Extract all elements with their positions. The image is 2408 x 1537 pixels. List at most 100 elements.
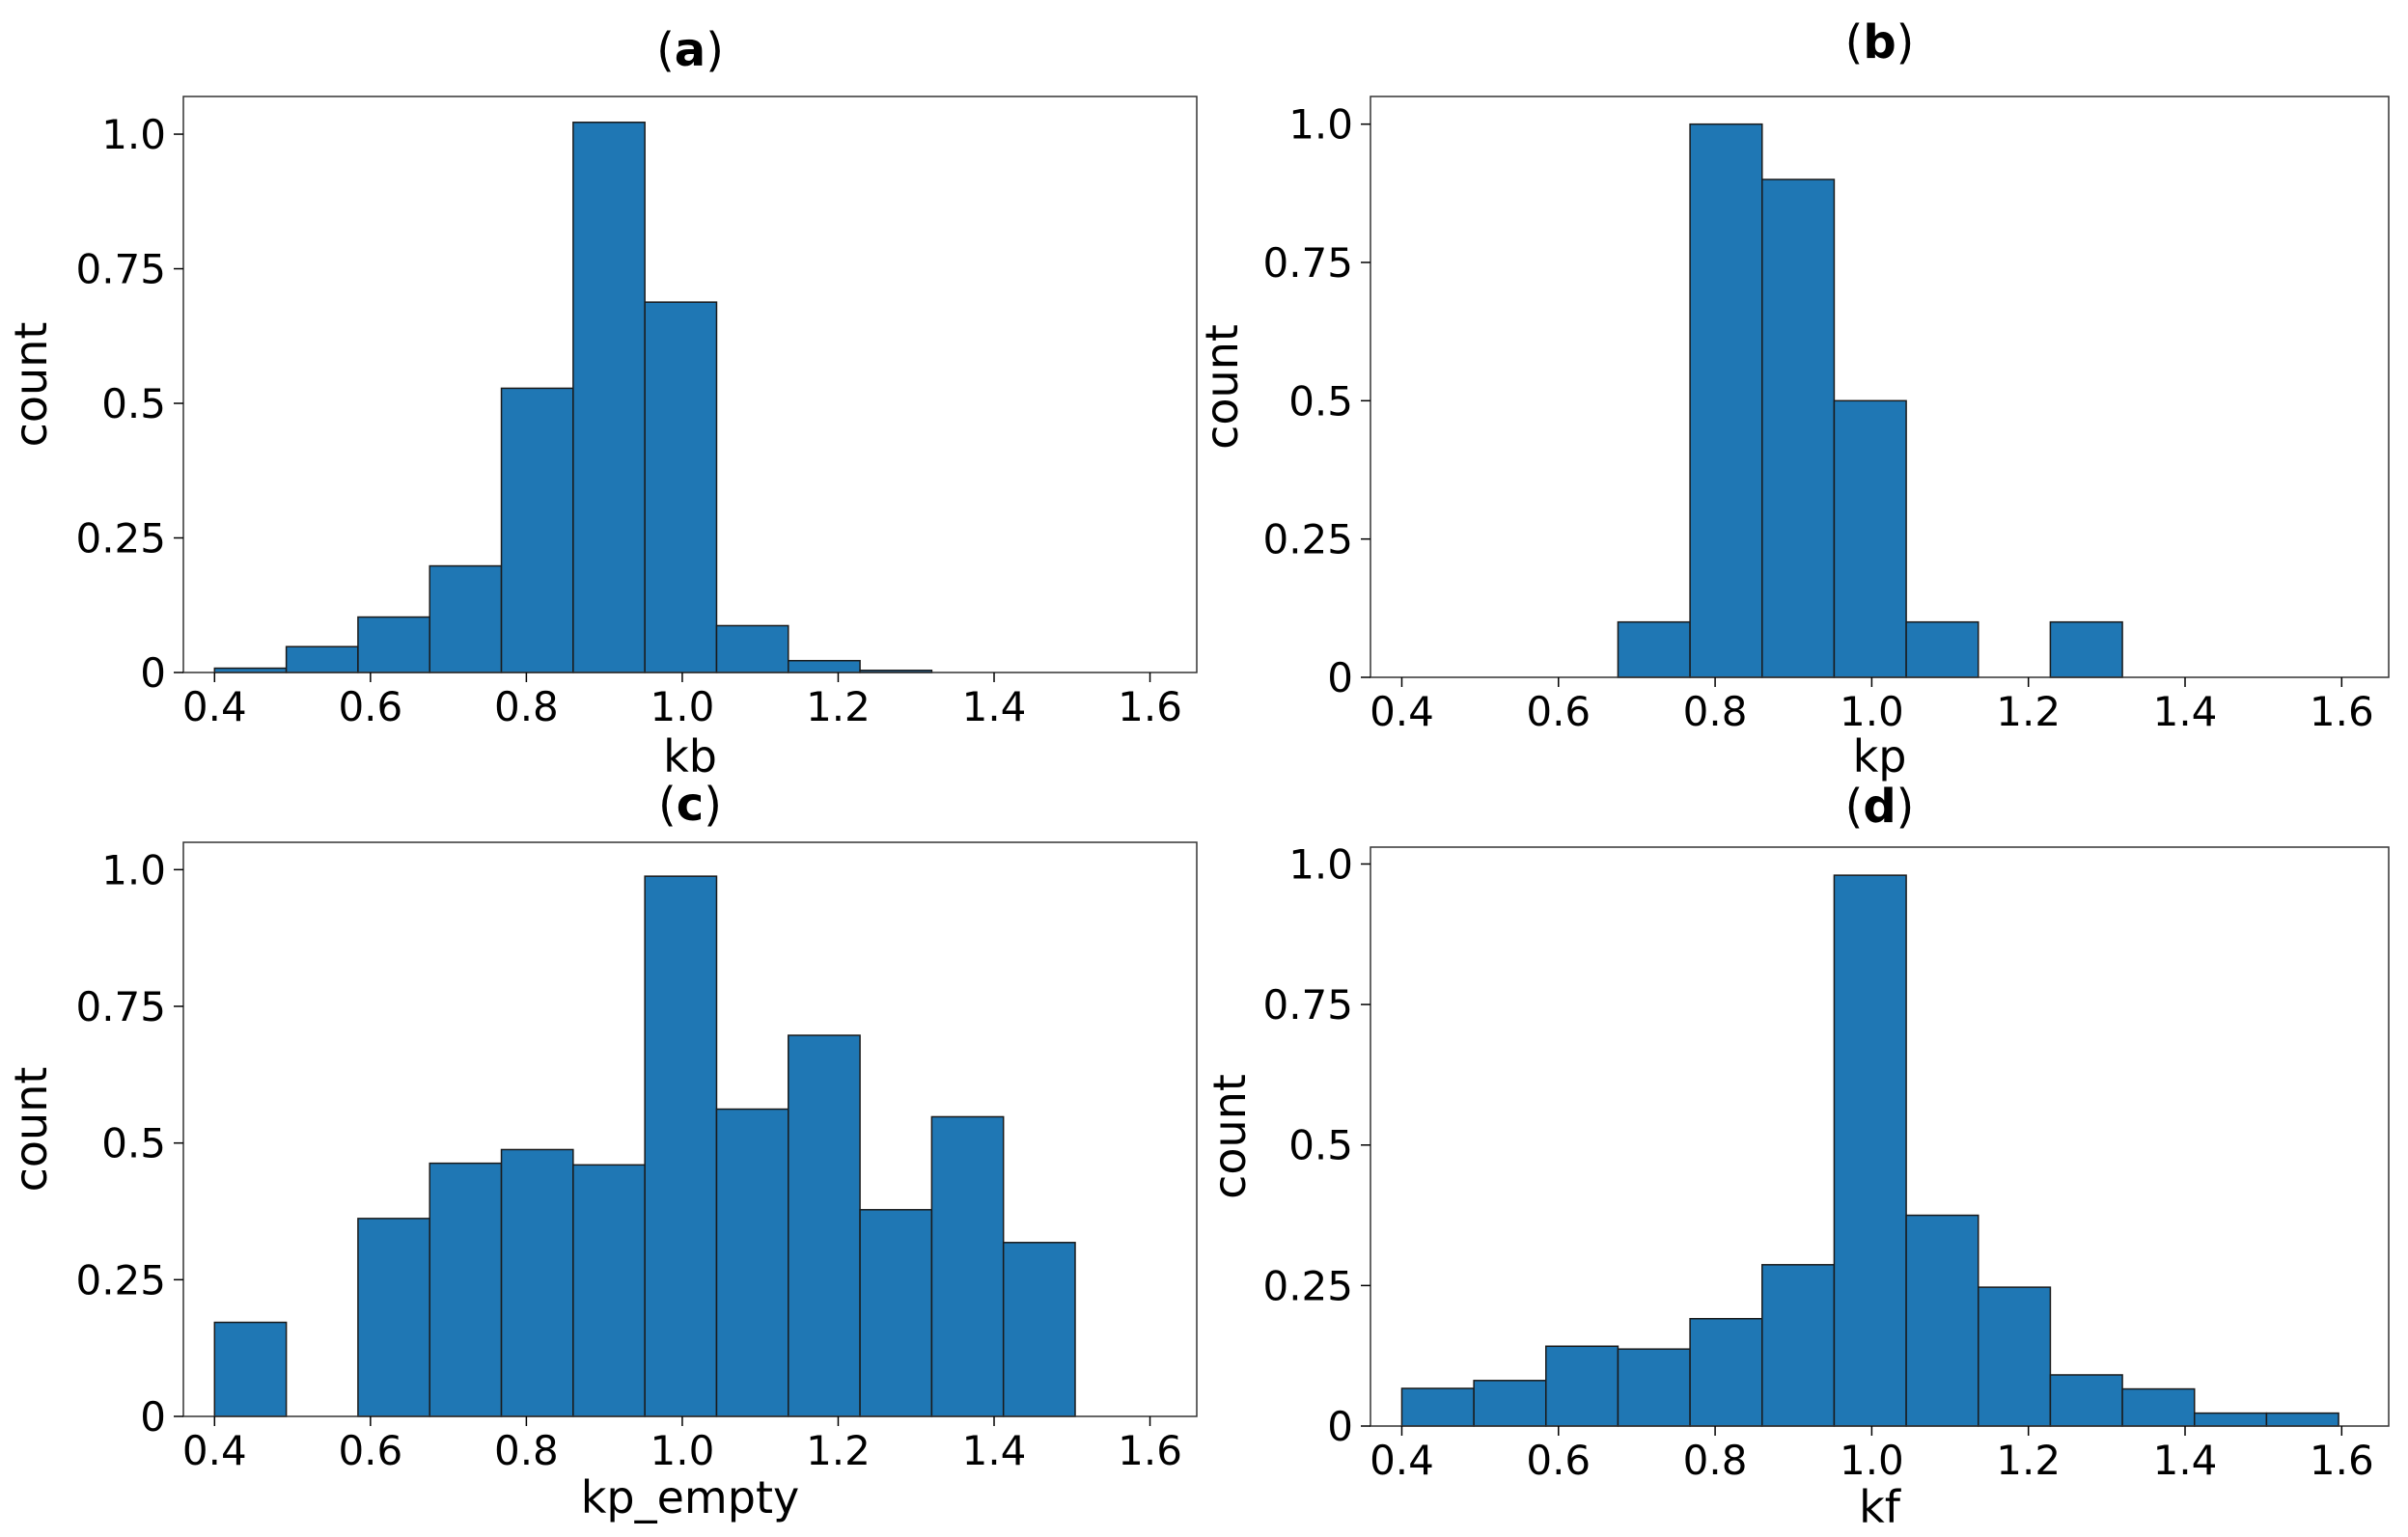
bar-d-7 (1905, 1214, 1979, 1427)
x-tick-label: 1.2 (806, 683, 871, 730)
x-tick-label: 0.6 (338, 1427, 402, 1474)
bar-d-3 (1617, 1348, 1691, 1427)
y-axis-label: count (5, 1067, 57, 1193)
y-tick-label: 1.0 (101, 846, 166, 893)
x-tick-label: 1.0 (650, 683, 715, 730)
bar-a-8 (788, 659, 861, 673)
x-tick-label: 0.6 (1526, 688, 1591, 735)
bar-c-5 (572, 1164, 646, 1417)
panel-title: (d) (1845, 780, 1915, 834)
bar-d-4 (1689, 1317, 1763, 1427)
x-axis-label: kb (663, 730, 717, 782)
x-tick-label: 0.6 (1526, 1437, 1591, 1484)
bar-a-6 (644, 301, 718, 673)
bar-c-10 (930, 1115, 1005, 1417)
y-tick-label: 0.25 (75, 515, 166, 563)
y-tick-label: 0.5 (101, 1120, 166, 1167)
panel-b: 0.4 0.6 0.8 1.0 1.2 1.4 1.600.250.50.751.0kpco… (1196, 15, 2390, 782)
x-tick-label: 1.2 (1996, 688, 2061, 735)
bar-a-7 (715, 624, 789, 673)
bar-a-2 (357, 616, 430, 673)
y-tick-label: 1.0 (1288, 101, 1353, 149)
bar-b-7 (1905, 620, 1979, 678)
x-tick-label: 1.4 (2153, 1437, 2218, 1484)
y-tick-label: 0 (140, 649, 166, 697)
y-tick-label: 0.25 (75, 1256, 166, 1304)
bar-b-9 (2049, 620, 2123, 678)
panel-title: (c) (658, 778, 722, 832)
x-tick-label: 1.0 (650, 1427, 715, 1474)
x-tick-label: 1.0 (1840, 1437, 1904, 1484)
x-tick-label: 1.6 (2310, 1437, 2374, 1484)
panel-title: (a) (656, 23, 724, 77)
bar-c-6 (644, 875, 718, 1417)
y-tick-label: 0.25 (1262, 1262, 1353, 1309)
y-tick-label: 1.0 (101, 111, 166, 158)
bar-a-1 (285, 645, 359, 673)
x-axis-label: kp_empty (581, 1471, 799, 1523)
axes-frame-d (1370, 846, 2390, 1427)
bar-d-10 (2121, 1387, 2196, 1427)
x-tick-label: 1.0 (1840, 688, 1904, 735)
x-tick-label: 0.4 (1370, 688, 1434, 735)
y-axis-label: count (1204, 1074, 1256, 1199)
bar-a-4 (500, 387, 574, 673)
bar-c-4 (500, 1148, 574, 1417)
panel-d: 0.4 0.6 0.8 1.0 1.2 1.4 1.600.250.50.751.0kfco… (1204, 780, 2390, 1533)
y-tick-label: 0 (140, 1393, 166, 1441)
x-tick-label: 0.6 (338, 683, 402, 730)
y-tick-label: 0 (1327, 654, 1353, 701)
y-tick-label: 0.5 (1288, 1122, 1353, 1169)
bar-c-7 (715, 1108, 789, 1417)
y-tick-label: 0.75 (1262, 239, 1353, 287)
bar-b-6 (1833, 399, 1907, 678)
x-tick-label: 0.8 (494, 1427, 559, 1474)
bar-b-3 (1617, 620, 1691, 678)
bar-d-6 (1833, 874, 1907, 1427)
axes-frame-b (1370, 96, 2390, 678)
x-tick-label: 0.8 (1683, 688, 1748, 735)
axes-frame-a (182, 96, 1198, 673)
x-tick-label: 1.2 (806, 1427, 871, 1474)
x-axis-label: kf (1859, 1481, 1902, 1533)
y-axis-label: count (5, 322, 57, 448)
bar-d-5 (1761, 1264, 1836, 1427)
bar-b-4 (1689, 123, 1763, 678)
y-tick-label: 0.5 (1288, 377, 1353, 425)
y-tick-label: 0.25 (1262, 516, 1353, 563)
bar-d-0 (1400, 1387, 1475, 1427)
x-axis-label: kp (1853, 730, 1907, 782)
panel-title: (b) (1845, 15, 1915, 69)
y-tick-label: 0.5 (101, 380, 166, 427)
y-tick-label: 1.0 (1288, 840, 1353, 888)
x-tick-label: 0.4 (182, 683, 247, 730)
x-tick-label: 0.4 (1370, 1437, 1434, 1484)
bar-d-1 (1473, 1380, 1547, 1427)
y-tick-label: 0 (1327, 1403, 1353, 1450)
bar-b-5 (1761, 178, 1836, 678)
panel-a: 0.4 0.6 0.8 1.0 1.2 1.4 1.600.250.50.751.0kbco… (5, 23, 1198, 782)
y-tick-label: 0.75 (75, 246, 166, 293)
y-axis-label: count (1196, 324, 1248, 450)
bar-d-9 (2049, 1374, 2123, 1427)
panel-c: 0.4 0.6 0.8 1.0 1.2 1.4 1.600.250.50.751.0kp_e… (5, 778, 1198, 1523)
bar-c-8 (788, 1034, 861, 1417)
x-tick-label: 1.2 (1996, 1437, 2061, 1484)
x-tick-label: 0.8 (494, 683, 559, 730)
bar-c-9 (859, 1209, 933, 1417)
x-tick-label: 1.6 (2310, 688, 2374, 735)
bar-d-11 (2193, 1412, 2268, 1427)
bar-c-3 (429, 1162, 503, 1417)
bar-d-2 (1545, 1345, 1619, 1427)
y-tick-label: 0.75 (1262, 981, 1353, 1029)
bar-c-11 (1002, 1242, 1076, 1417)
bar-d-8 (1978, 1286, 2052, 1427)
y-tick-label: 0.75 (75, 983, 166, 1030)
bar-a-3 (429, 564, 503, 673)
bar-d-12 (2265, 1412, 2339, 1427)
x-tick-label: 0.4 (182, 1427, 247, 1474)
axes-frame-c (182, 841, 1198, 1417)
bar-c-0 (213, 1321, 288, 1417)
x-tick-label: 1.4 (962, 683, 1027, 730)
bar-a-5 (572, 122, 646, 673)
